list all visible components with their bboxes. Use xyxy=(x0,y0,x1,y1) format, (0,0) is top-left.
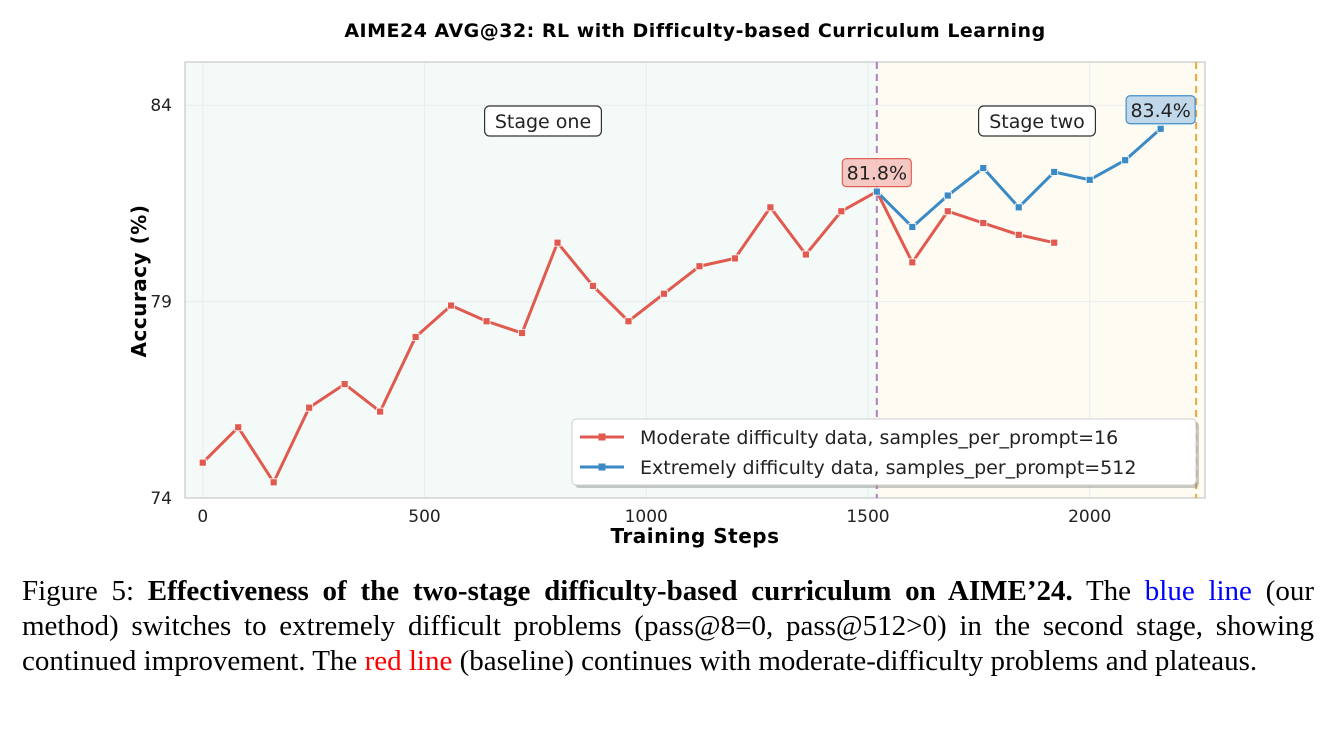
data-point xyxy=(624,317,633,326)
data-point xyxy=(234,423,243,432)
caption-bold-title: Effectiveness of the two-stage difficult… xyxy=(147,575,1073,607)
x-axis-label: Training Steps xyxy=(610,524,779,548)
data-point xyxy=(1121,156,1130,165)
data-point xyxy=(695,262,704,271)
data-point xyxy=(1014,230,1023,239)
stage-label-box xyxy=(484,105,603,137)
data-point xyxy=(837,207,846,216)
y-axis-label: Accuracy (%) xyxy=(127,205,151,358)
data-point xyxy=(198,458,207,467)
caption-prefix: Figure 5: xyxy=(22,575,148,607)
data-point xyxy=(908,258,917,267)
x-tick-label: 1500 xyxy=(846,507,889,527)
y-tick-label: 79 xyxy=(150,293,172,313)
legend-box xyxy=(571,418,1197,486)
data-point xyxy=(305,403,314,412)
stage-label-box xyxy=(977,105,1096,137)
legend-entry: Moderate difficulty data, samples_per_pr… xyxy=(640,427,1118,449)
data-point xyxy=(943,207,952,216)
data-point xyxy=(447,301,455,310)
data-point xyxy=(943,191,952,200)
data-point xyxy=(269,478,278,487)
data-point xyxy=(1156,124,1165,133)
x-tick-label: 500 xyxy=(408,507,440,527)
value-callout-label: 81.8% xyxy=(847,163,907,185)
data-point xyxy=(872,187,881,196)
data-point xyxy=(518,329,526,337)
data-point xyxy=(801,250,810,259)
data-point xyxy=(908,223,917,231)
legend-swatch-marker xyxy=(598,433,606,441)
value-callout-box xyxy=(1125,95,1196,125)
line-chart: AIME24 AVG@32: RL with Difficulty-based … xyxy=(127,20,1206,548)
stage-label: Stage two xyxy=(989,111,1085,133)
data-point xyxy=(1050,238,1059,247)
data-point xyxy=(1050,168,1059,176)
data-point xyxy=(376,407,385,416)
data-point xyxy=(482,317,491,326)
data-point xyxy=(979,164,988,172)
chart-legend: Moderate difficulty data, samples_per_pr… xyxy=(571,418,1199,488)
legend-entry: Extremely difficulty data, samples_per_p… xyxy=(640,457,1136,479)
caption-text-2: (our method) switches to extremely diffi… xyxy=(22,575,1314,677)
figure-caption: Figure 5: Effectiveness of the two-stage… xyxy=(22,574,1314,679)
y-tick-label: 84 xyxy=(150,96,172,116)
data-point xyxy=(766,203,775,212)
caption-text-1: The xyxy=(1072,575,1145,607)
x-tick-label: 1000 xyxy=(625,507,668,527)
x-tick-label: 0 xyxy=(197,507,208,527)
chart-figure: AIME24 AVG@32: RL with Difficulty-based … xyxy=(22,20,1314,677)
caption-blue-line-ref: blue line xyxy=(1144,575,1252,607)
plot-frame xyxy=(184,61,1206,499)
data-point xyxy=(979,219,988,227)
x-tick-label: 2000 xyxy=(1068,507,1111,527)
value-callout-box xyxy=(841,158,912,188)
chart-title: AIME24 AVG@32: RL with Difficulty-based … xyxy=(344,20,1045,42)
legend-swatch-marker xyxy=(598,463,606,471)
data-point xyxy=(589,281,597,290)
data-point xyxy=(660,289,668,298)
y-tick-label: 74 xyxy=(150,489,172,509)
data-point xyxy=(411,333,420,341)
data-point xyxy=(1085,175,1094,184)
data-point xyxy=(731,254,739,263)
value-callout-label: 83.4% xyxy=(1130,100,1190,122)
stage-label: Stage one xyxy=(495,111,591,133)
data-point xyxy=(553,238,562,247)
caption-red-line-ref: red line xyxy=(364,645,453,677)
caption-text-3: (baseline) continues with moderate-diffi… xyxy=(452,645,1258,677)
data-point xyxy=(1014,203,1023,212)
data-point xyxy=(340,380,349,388)
